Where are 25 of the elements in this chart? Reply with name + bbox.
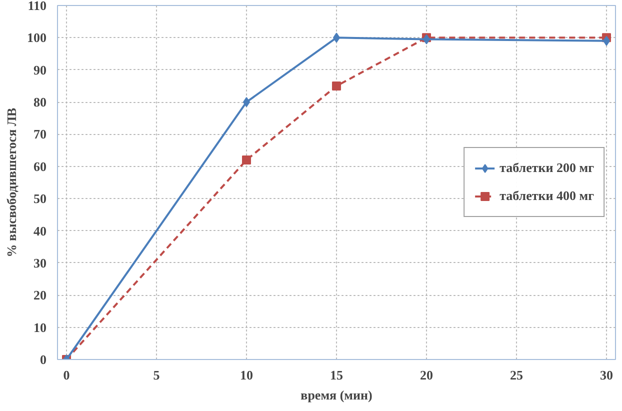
- y-tick-label: 0: [40, 352, 46, 367]
- y-tick-label: 40: [34, 223, 46, 238]
- x-axis-title: время (мин): [300, 388, 372, 402]
- y-tick-label: 100: [27, 30, 46, 46]
- legend-label: таблетки 200 мг: [500, 160, 594, 176]
- y-tick-label: 90: [34, 62, 46, 78]
- legend-label: таблетки 400 мг: [500, 188, 594, 204]
- x-tick-label: 25: [510, 368, 524, 382]
- y-tick-label: 10: [34, 320, 46, 335]
- y-tick-label: 60: [34, 158, 46, 174]
- y-axis-title: % высвободившегося ЛВ: [4, 107, 19, 258]
- x-tick-label: 20: [420, 368, 433, 382]
- x-tick-label: 5: [153, 368, 160, 382]
- y-tick-label: 110: [28, 0, 47, 13]
- x-tick-label: 30: [600, 368, 613, 382]
- y-tick-label: 30: [34, 255, 46, 270]
- point: [242, 155, 251, 164]
- y-tick-label: 70: [34, 126, 46, 142]
- x-tick-label: 0: [63, 368, 70, 382]
- y-tick-label: 50: [34, 191, 46, 206]
- y-tick-label: 20: [34, 288, 46, 303]
- x-tick-label: 15: [330, 368, 344, 382]
- y-tick-label: 80: [34, 94, 46, 110]
- point: [332, 81, 341, 90]
- x-tick-label: 10: [240, 368, 253, 382]
